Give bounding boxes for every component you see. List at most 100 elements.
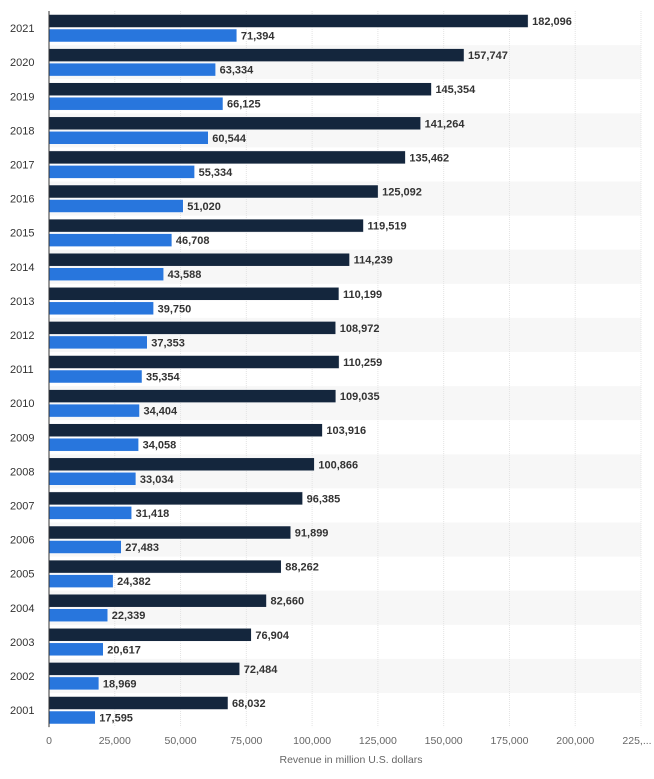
category-label: 2002 [10, 671, 34, 683]
bar-series1[interactable] [48, 355, 340, 369]
data-label: 18,969 [103, 678, 137, 690]
x-tick-label: 175,000 [490, 735, 528, 747]
category-label: 2021 [10, 23, 34, 35]
bar-series1[interactable] [48, 491, 303, 506]
category-label: 2004 [10, 603, 34, 615]
x-tick-label: 225,... [622, 735, 651, 747]
bar-series2[interactable] [48, 506, 132, 520]
data-label: 20,617 [107, 644, 141, 656]
data-label: 27,483 [125, 542, 159, 554]
x-tick-label: 125,000 [359, 735, 397, 747]
bar-series1[interactable] [48, 14, 529, 28]
data-label: 72,484 [244, 664, 279, 676]
gridlines [114, 11, 642, 728]
data-label: 125,092 [382, 187, 422, 199]
data-label: 60,544 [212, 133, 247, 145]
data-label: 33,034 [140, 474, 175, 486]
bar-series1[interactable] [48, 662, 240, 676]
category-label: 2003 [10, 637, 34, 649]
data-label: 35,354 [146, 372, 181, 384]
bar-series1[interactable] [48, 48, 465, 62]
bar-series2[interactable] [48, 335, 148, 350]
bar-series2[interactable] [48, 472, 137, 486]
category-label: 2011 [10, 364, 34, 376]
x-tick-label: 100,000 [293, 735, 331, 747]
data-label: 17,595 [99, 713, 133, 725]
bar-series1[interactable] [48, 389, 337, 403]
data-label: 114,239 [354, 255, 393, 267]
bar-series1[interactable] [48, 116, 421, 131]
category-label: 2008 [10, 466, 34, 478]
data-label: 135,462 [409, 152, 449, 164]
data-label: 109,035 [340, 391, 380, 403]
data-label: 110,259 [343, 357, 382, 369]
data-label: 119,519 [367, 221, 406, 233]
data-label: 76,904 [255, 630, 290, 642]
bar-series2[interactable] [48, 403, 140, 418]
bar-series1[interactable] [48, 82, 432, 96]
category-labels: 2021 2020 2019 2018 2017 2016 2015 2014 2013 2012… [10, 23, 34, 717]
x-tick-label: 150,000 [425, 735, 463, 747]
bar-series2[interactable] [48, 710, 96, 725]
category-label: 2016 [10, 194, 34, 206]
category-label: 2014 [10, 262, 34, 274]
category-label: 2010 [10, 398, 34, 410]
bar-series2[interactable] [48, 96, 224, 111]
data-label: 46,708 [176, 235, 210, 247]
bar-series1[interactable] [48, 287, 340, 301]
bar-series1[interactable] [48, 457, 315, 472]
data-label: 110,199 [343, 289, 382, 301]
data-label: 37,353 [151, 337, 185, 349]
data-label: 103,916 [326, 425, 366, 437]
bars [48, 14, 529, 725]
bar-series1[interactable] [48, 321, 336, 335]
category-label: 2015 [10, 228, 34, 240]
data-label: 145,354 [435, 84, 476, 96]
bar-series2[interactable] [48, 642, 104, 657]
bar-series1[interactable] [48, 559, 282, 574]
bar-series1[interactable] [48, 696, 229, 710]
bar-series2[interactable] [48, 131, 209, 145]
bar-series1[interactable] [48, 593, 267, 608]
row-bands [49, 45, 641, 693]
data-label: 31,418 [136, 508, 170, 520]
category-label: 2005 [10, 569, 34, 581]
bar-series2[interactable] [48, 676, 100, 691]
bar-series1[interactable] [48, 184, 379, 199]
category-label: 2019 [10, 91, 34, 103]
category-label: 2020 [10, 57, 34, 69]
data-label: 66,125 [227, 99, 261, 111]
bar-series2[interactable] [48, 437, 139, 452]
bar-series2[interactable] [48, 233, 173, 247]
bar-series1[interactable] [48, 628, 252, 642]
data-label: 51,020 [187, 201, 221, 213]
data-label: 43,588 [168, 269, 202, 281]
bar-series2[interactable] [48, 28, 238, 43]
bar-series2[interactable] [48, 267, 164, 281]
data-label: 108,972 [340, 323, 380, 335]
bar-series2[interactable] [48, 540, 122, 554]
bar-series1[interactable] [48, 252, 350, 267]
bar-series2[interactable] [48, 369, 143, 384]
bar-series1[interactable] [48, 150, 406, 165]
bar-series2[interactable] [48, 62, 216, 77]
bar-series1[interactable] [48, 525, 292, 540]
category-label: 2013 [10, 296, 34, 308]
bar-series2[interactable] [48, 574, 114, 588]
bar-series2[interactable] [48, 199, 184, 213]
data-label: 22,339 [112, 610, 146, 622]
bar-series1[interactable] [48, 218, 364, 233]
data-label: 96,385 [307, 493, 341, 505]
bar-series2[interactable] [48, 301, 154, 316]
category-label: 2001 [10, 705, 34, 717]
data-label: 68,032 [232, 698, 266, 710]
category-label: 2017 [10, 159, 34, 171]
category-label: 2007 [10, 500, 34, 512]
bar-series2[interactable] [48, 165, 195, 179]
x-tick-label: 75,000 [230, 735, 262, 747]
bar-series1[interactable] [48, 423, 323, 437]
data-label: 82,660 [270, 596, 304, 608]
data-label: 71,394 [241, 31, 276, 43]
x-axis-ticks: 0 25,000 50,000 75,000 100,000 125,000 150,000… [46, 735, 652, 747]
bar-series2[interactable] [48, 608, 109, 622]
